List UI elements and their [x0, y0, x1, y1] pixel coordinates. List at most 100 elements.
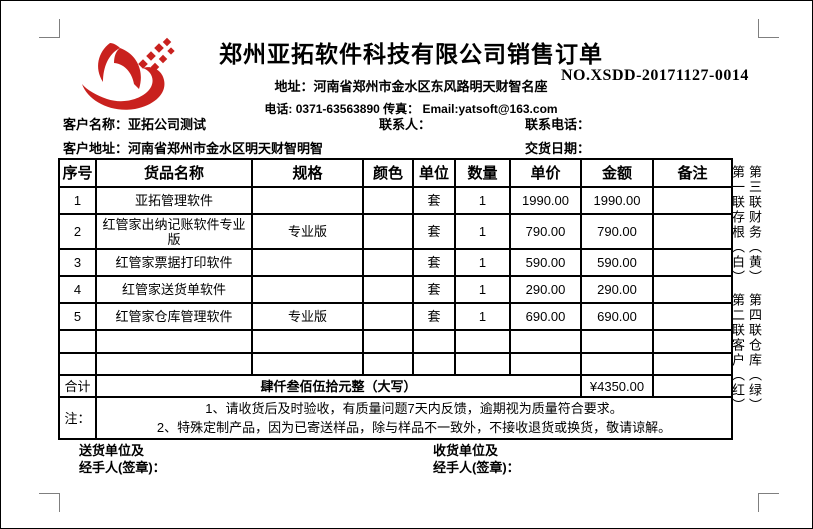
receiver-line-2: 经手人(签章)：: [433, 460, 520, 475]
page-title: 郑州亚拓软件科技有限公司销售订单: [219, 41, 603, 67]
table-row: 1 亚拓管理软件 套 1 1990.00 1990.00: [58, 186, 733, 215]
crop-mark-bottom-left-icon: [39, 493, 60, 512]
cell-price: 290.00: [509, 275, 582, 304]
goods-table: 序号 货品名称 规格 颜色 单位 数量 单价 金额 备注 1 亚拓管理软件 套 …: [58, 158, 733, 440]
customer-name-label: 客户名称：: [63, 117, 129, 132]
col-remark: 备注: [652, 158, 733, 188]
cell-spec: [251, 186, 364, 215]
sender-line-1: 送货单位及: [79, 443, 145, 458]
receiver-line-1: 收货单位及: [433, 443, 499, 458]
sender-signature-block: 送货单位及 经手人(签章)：: [79, 442, 166, 476]
order-number: NO.XSDD-20171127-0014: [561, 67, 749, 84]
cell-product: 红管家票据打印软件: [95, 248, 253, 277]
cell-spec: 专业版: [251, 213, 364, 250]
company-contact-line: 电话: 0371-63563890 传真： Email:yatsoft@163.…: [264, 102, 558, 116]
crop-mark-top-right-icon: [758, 19, 779, 38]
customer-name-field: 客户名称：亚拓公司测试: [63, 114, 206, 133]
cell-seq: 4: [58, 275, 97, 304]
copy-label-first: 第一联存根（白）: [730, 165, 745, 285]
cell-product: 红管家仓库管理软件: [95, 302, 253, 331]
company-address: 地址：河南省郑州市金水区东风路明天财智名座: [274, 79, 548, 94]
cell-amount: 690.00: [580, 302, 654, 331]
table-row: 3 红管家票据打印软件 套 1 590.00 590.00: [58, 248, 733, 277]
cell-price: 590.00: [509, 248, 582, 277]
customer-address-label: 客户地址：: [63, 141, 129, 156]
cell-qty: 1: [454, 186, 511, 215]
crop-mark-top-left-icon: [39, 19, 60, 38]
cell-color: [362, 186, 414, 215]
table-header-row: 序号 货品名称 规格 颜色 单位 数量 单价 金额 备注: [58, 158, 733, 188]
cell-amount: 1990.00: [580, 186, 654, 215]
sender-line-2: 经手人(签章)：: [79, 460, 166, 475]
col-product: 货品名称: [95, 158, 253, 188]
cell-price: 790.00: [509, 213, 582, 250]
cell-color: [362, 302, 414, 331]
table-notes-row: 注： 1、请收货后及时验收，有质量问题7天内反馈，逾期视为质量符合要求。 2、特…: [58, 396, 733, 440]
contact-phone-field: 联系电话：: [525, 114, 590, 133]
document-header: 郑州亚拓软件科技有限公司销售订单 地址：河南省郑州市金水区东风路明天财智名座 电…: [186, 35, 636, 117]
cell-spec: [251, 275, 364, 304]
cell-unit: 套: [412, 186, 456, 215]
customer-address-field: 客户地址：河南省郑州市金水区明天财智明智: [63, 138, 323, 157]
cell-product: 红管家出纳记账软件专业版: [95, 213, 253, 250]
cell-remark: [652, 248, 733, 277]
cell-amount: 290.00: [580, 275, 654, 304]
delivery-date-label: 交货日期：: [525, 141, 591, 156]
table-row-empty: [58, 352, 733, 376]
note-line-2: 2、特殊定制产品，因为已寄送样品，除与样品不一致外，不接收退货或换货，敬请谅解。: [156, 420, 672, 435]
table-row: 2 红管家出纳记账软件专业版 专业版 套 1 790.00 790.00: [58, 213, 733, 250]
cell-seq: 1: [58, 186, 97, 215]
cell-seq: 3: [58, 248, 97, 277]
copy-label-fourth: 第四联仓库（绿）: [747, 293, 762, 413]
total-label: 合计: [58, 374, 97, 398]
cell-qty: 1: [454, 213, 511, 250]
cell-unit: 套: [412, 213, 456, 250]
table-row: 5 红管家仓库管理软件 专业版 套 1 690.00 690.00: [58, 302, 733, 331]
cell-qty: 1: [454, 302, 511, 331]
cell-price: 690.00: [509, 302, 582, 331]
contact-person-field: 联系人：: [379, 114, 431, 133]
cell-unit: 套: [412, 275, 456, 304]
notes-label: 注：: [58, 396, 97, 440]
cell-color: [362, 213, 414, 250]
delivery-date-field: 交货日期：: [525, 138, 590, 157]
table-row: 4 红管家送货单软件 套 1 290.00 290.00: [58, 275, 733, 304]
cell-spec: 专业版: [251, 302, 364, 331]
cell-qty: 1: [454, 275, 511, 304]
total-amount: ¥4350.00: [580, 374, 654, 398]
total-remark: [652, 374, 733, 398]
col-spec: 规格: [251, 158, 364, 188]
col-qty: 数量: [454, 158, 511, 188]
customer-address-value: 河南省郑州市金水区明天财智明智: [128, 141, 324, 156]
copy-label-third: 第三联财务（黄）: [747, 165, 762, 285]
crop-mark-bottom-right-icon: [758, 493, 779, 512]
cell-unit: 套: [412, 302, 456, 331]
cell-remark: [652, 186, 733, 215]
cell-product: 红管家送货单软件: [95, 275, 253, 304]
notes-cell: 1、请收货后及时验收，有质量问题7天内反馈，逾期视为质量符合要求。 2、特殊定制…: [95, 396, 733, 440]
cell-seq: 2: [58, 213, 97, 250]
cell-remark: [652, 275, 733, 304]
cell-product: 亚拓管理软件: [95, 186, 253, 215]
receiver-signature-block: 收货单位及 经手人(签章)：: [433, 442, 520, 476]
col-seq: 序号: [58, 158, 97, 188]
cell-seq: 5: [58, 302, 97, 331]
cell-remark: [652, 213, 733, 250]
note-line-1: 1、请收货后及时验收，有质量问题7天内反馈，逾期视为质量符合要求。: [205, 401, 623, 416]
col-unit: 单位: [412, 158, 456, 188]
cell-remark: [652, 302, 733, 331]
cell-unit: 套: [412, 248, 456, 277]
contact-person-label: 联系人：: [379, 117, 432, 132]
contact-phone-label: 联系电话：: [525, 117, 591, 132]
cell-color: [362, 275, 414, 304]
table-total-row: 合计 肆仟叁佰伍拾元整（大写） ¥4350.00: [58, 374, 733, 398]
copy-label-second: 第二联客户（红）: [730, 293, 745, 413]
cell-amount: 790.00: [580, 213, 654, 250]
table-row-empty: [58, 329, 733, 354]
cell-price: 1990.00: [509, 186, 582, 215]
cell-spec: [251, 248, 364, 277]
total-amount-words: 肆仟叁佰伍拾元整（大写）: [95, 374, 582, 398]
cell-amount: 590.00: [580, 248, 654, 277]
cell-color: [362, 248, 414, 277]
